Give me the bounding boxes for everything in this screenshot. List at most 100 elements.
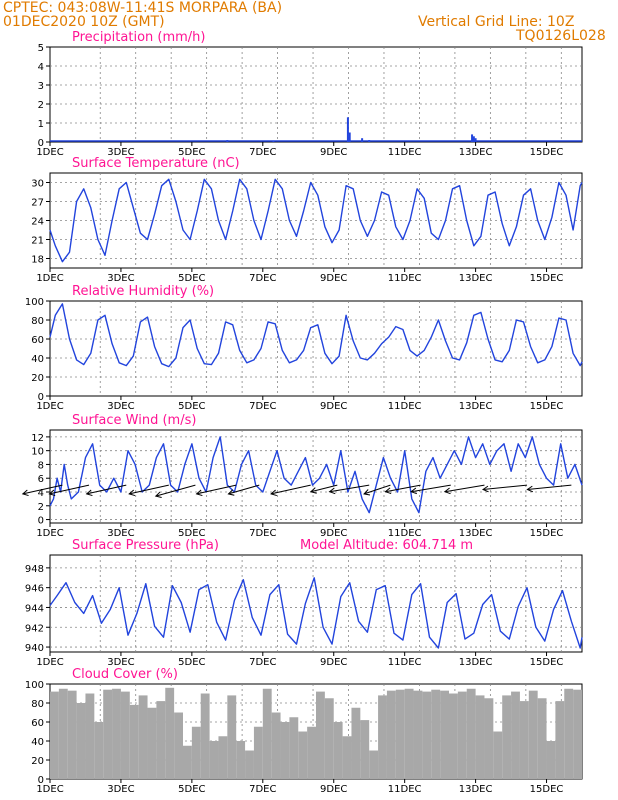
precip-xtick-label: 11DEC [388, 147, 422, 158]
wind-arrow-head [309, 487, 317, 494]
cloud-bar [457, 691, 467, 779]
cloud-bar [76, 703, 86, 779]
pres-ytick-label: 942 [25, 623, 44, 634]
wind-arrow [329, 484, 370, 493]
cloud-bar [67, 690, 77, 779]
cloud-bar [156, 701, 166, 779]
wind-arrow [196, 484, 237, 495]
run-date: 01DEC2020 10Z (GMT) [3, 14, 165, 30]
pres-xtick-label: 5DEC [178, 657, 205, 668]
cloud-bar [395, 689, 405, 779]
cloud-bar [378, 695, 387, 779]
wind-title: Surface Wind (m/s) [72, 413, 196, 428]
pres-xtick-label: 7DEC [249, 657, 276, 668]
cloud-ytick-label: 80 [31, 699, 44, 710]
wind-ytick-label: 6 [38, 474, 44, 485]
wind-arrow [310, 484, 338, 493]
cloud-xtick-label: 9DEC [320, 784, 347, 795]
temp-ytick-label: 30 [31, 179, 44, 190]
wind-arrow-head [195, 489, 203, 497]
wind-ytick-label: 12 [31, 433, 44, 444]
wind-arrow-head [154, 491, 162, 498]
wind-arrow [385, 484, 421, 493]
temp-xtick-label: 15DEC [530, 273, 564, 284]
cloud-bar [236, 741, 246, 779]
precip-xtick-label: 13DEC [459, 147, 493, 158]
wind-xtick-label: 3DEC [107, 528, 134, 539]
wind-arrow-head [85, 489, 93, 497]
cloud-bar [555, 701, 565, 779]
cloud-ytick-label: 0 [38, 775, 44, 786]
cloud-bar [147, 707, 157, 779]
precip-bar [368, 140, 371, 142]
pres-ytick-label: 940 [25, 643, 44, 654]
cloud-xtick-label: 11DEC [388, 784, 422, 795]
wind-ytick-label: 4 [38, 488, 44, 499]
cloud-bar [174, 712, 183, 779]
temp-xtick-label: 1DEC [36, 273, 63, 284]
cloud-bar [191, 726, 201, 779]
cloud-bar [493, 731, 503, 779]
cloud-bar [342, 736, 352, 779]
cloud-bar [511, 691, 520, 779]
precip-bar [474, 138, 477, 142]
cloud-bar [404, 688, 414, 779]
wind-arrow [155, 484, 196, 497]
wind-arrow-head [270, 489, 277, 497]
precip-xtick-label: 9DEC [320, 147, 347, 158]
cloud-bar [218, 736, 228, 779]
cloud-bar [360, 720, 370, 779]
rh-xtick-label: 15DEC [530, 401, 564, 412]
pres-xtick-label: 11DEC [388, 657, 422, 668]
pres-xtick-label: 1DEC [36, 657, 63, 668]
wind-arrow-head [384, 487, 392, 495]
temp-xtick-label: 5DEC [178, 273, 205, 284]
pres-subtitle: Model Altitude: 604.714 m [300, 538, 473, 553]
wind-arrow [86, 484, 127, 495]
precip-ytick-label: 2 [38, 100, 44, 111]
cloud-xtick-label: 7DEC [249, 784, 276, 795]
precip-ytick-label: 1 [38, 119, 44, 130]
cloud-bar [316, 691, 325, 779]
precip-bar [472, 136, 475, 142]
wind-arrow [482, 484, 528, 491]
cloud-bar [422, 691, 432, 779]
wind-arrow-head [128, 489, 136, 497]
cloud-bar [324, 698, 334, 779]
wind-arrow-head [363, 489, 371, 496]
wind-ytick-label: 0 [38, 516, 44, 527]
cloud-bar [200, 693, 210, 779]
cloud-bar [112, 688, 121, 779]
precip-ytick-label: 5 [38, 43, 44, 54]
cloud-bar [85, 693, 95, 779]
cloud-bar [431, 689, 441, 779]
rh-xtick-label: 5DEC [178, 401, 205, 412]
rh-ytick-label: 40 [31, 354, 44, 365]
temp-xtick-label: 7DEC [249, 273, 276, 284]
cloud-bar [502, 695, 512, 779]
cloud-xtick-label: 1DEC [36, 784, 63, 795]
precip-bar [272, 140, 275, 142]
cloud-bar [103, 689, 113, 779]
rh-title: Relative Humidity (%) [72, 284, 214, 299]
cloud-bar [546, 741, 556, 779]
cloud-bar [573, 689, 582, 779]
wind-arrow-head [328, 487, 336, 495]
precip-xtick-label: 5DEC [178, 147, 205, 158]
cloud-bar [50, 691, 59, 779]
cloud-bar [227, 695, 237, 779]
rh-ytick-label: 80 [31, 316, 44, 327]
cloud-bar [289, 717, 299, 779]
wind-arrow [228, 484, 260, 495]
wind-arrow-head [227, 489, 235, 496]
wind-arrow-head [48, 489, 56, 497]
cloud-bar [253, 726, 263, 779]
temp-ytick-label: 24 [31, 217, 44, 228]
cloud-bar [333, 722, 343, 779]
pres-series-line [49, 577, 583, 649]
wind-arrow [129, 484, 169, 495]
cloud-title: Cloud Cover (%) [72, 667, 178, 682]
pres-ytick-label: 948 [25, 564, 44, 575]
cloud-bar [271, 712, 281, 779]
cloud-bar [245, 750, 254, 779]
